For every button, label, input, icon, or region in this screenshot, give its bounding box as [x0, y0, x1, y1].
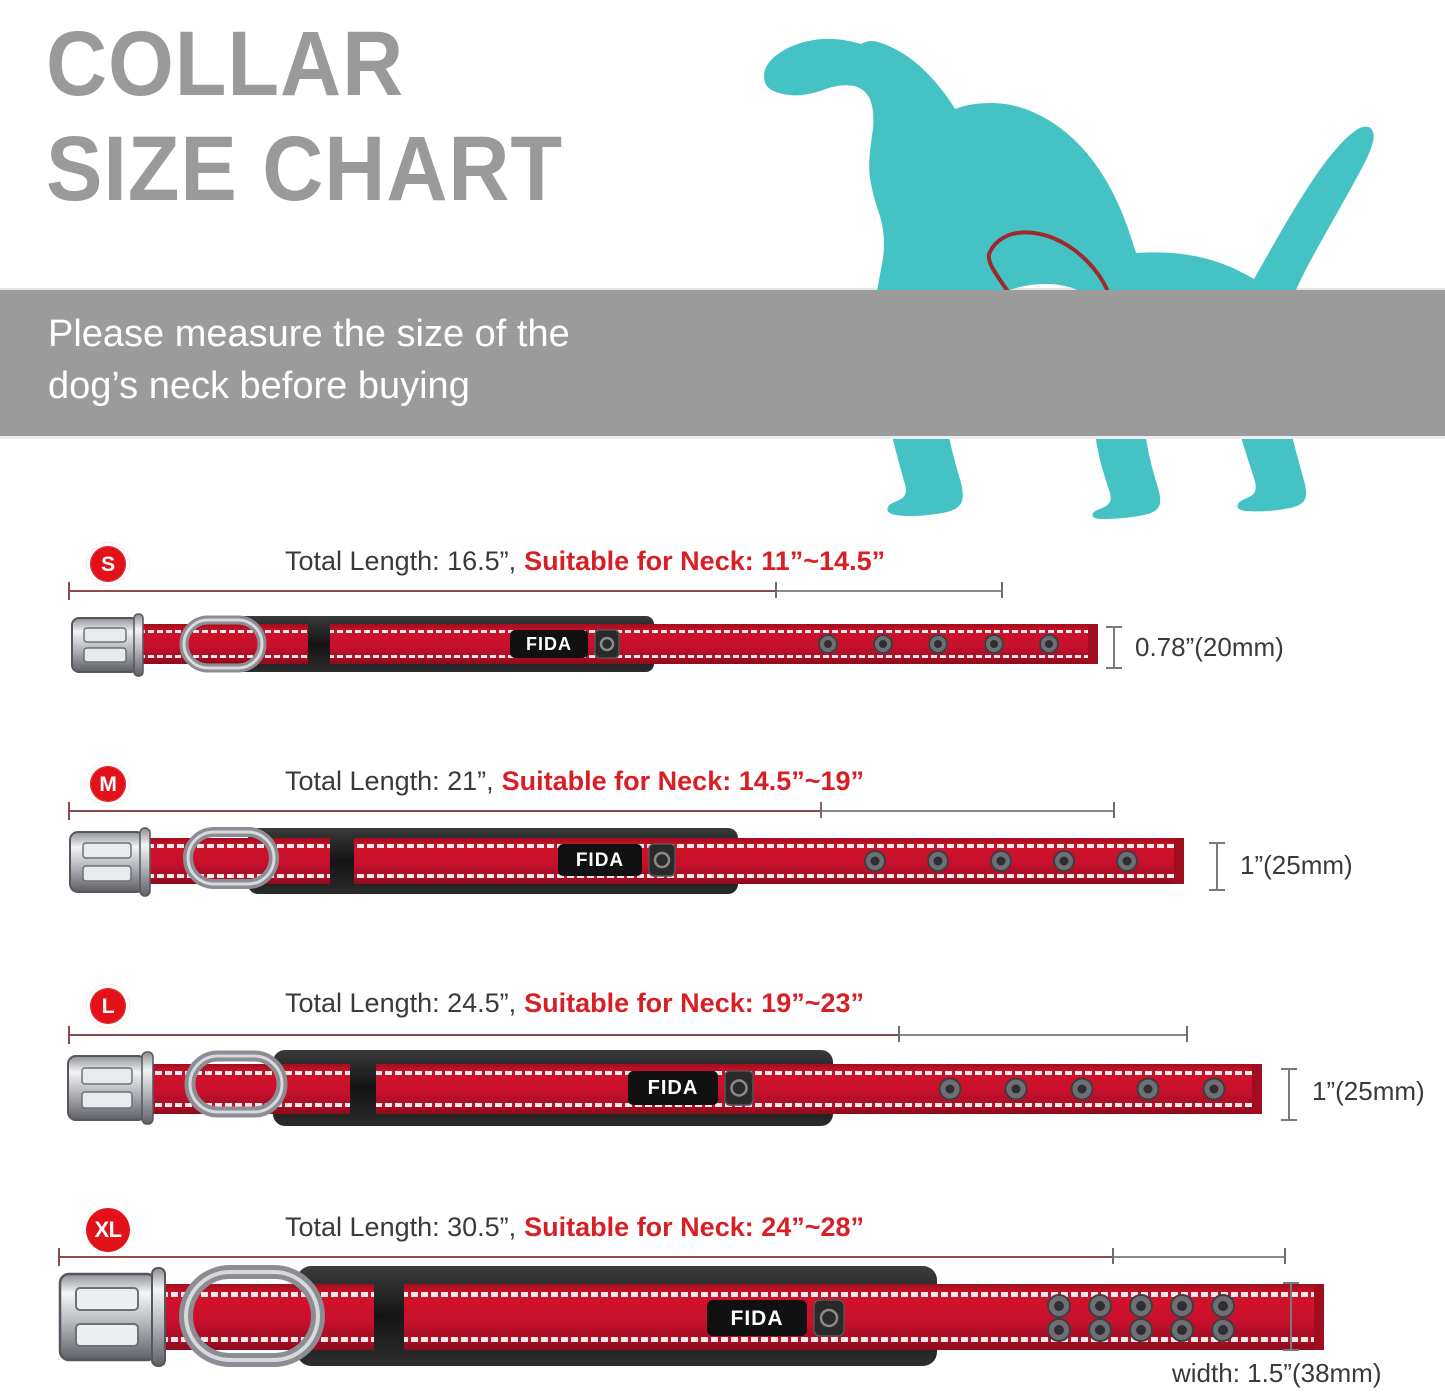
- header-divider: [0, 288, 1445, 290]
- width-cap-bottom-m: [1209, 889, 1225, 891]
- neck-range-line-xl: [1112, 1256, 1286, 1258]
- width-label-m: 1”(25mm): [1240, 850, 1353, 880]
- neck-range-line-m: [820, 810, 1115, 812]
- banner-divider: [0, 436, 1445, 439]
- size-label-s: Total Length: 16.5”, Suitable for Neck: 1…: [285, 546, 885, 577]
- instruction-banner-text: Please measure the size of the dog’s nec…: [48, 308, 748, 412]
- width-bar-l: [1288, 1068, 1290, 1120]
- size-row-m: M Total Length: 21”, Suitable for Neck: 1…: [0, 752, 1445, 952]
- neck-range-line-s: [775, 590, 1003, 592]
- total-length-label-s: Total Length: 16.5”,: [285, 546, 517, 576]
- size-row-xl: XL Total Length: 30.5”, Suitable for Neck…: [0, 1198, 1445, 1398]
- total-length-tick-left-l: [68, 1026, 70, 1044]
- size-badge-xl: XL: [86, 1208, 130, 1252]
- width-bar-xl: [1290, 1282, 1292, 1350]
- size-badge-l: L: [86, 984, 130, 1028]
- total-length-tick-left-m: [68, 802, 70, 820]
- width-cap-bottom-s: [1106, 667, 1122, 669]
- total-length-line-s: [68, 590, 1003, 592]
- size-badge-xl-label: XL: [94, 1217, 122, 1242]
- size-label-xl: Total Length: 30.5”, Suitable for Neck: 2…: [285, 1212, 864, 1243]
- collar-image-l: FIDA: [58, 1046, 1288, 1158]
- neck-tick-left-l: [898, 1026, 900, 1042]
- width-label-l: 1”(25mm): [1312, 1076, 1425, 1106]
- neck-tick-right-s: [1001, 582, 1003, 598]
- page-title-line-2: SIZE CHART: [46, 118, 564, 220]
- size-row-s: S Total Length: 16.5”, Suitable for Neck:…: [0, 528, 1445, 728]
- width-cap-top-l: [1281, 1068, 1297, 1070]
- width-cap-top-m: [1209, 842, 1225, 844]
- neck-tick-left-xl: [1112, 1248, 1114, 1264]
- instruction-banner: Please measure the size of the dog’s nec…: [0, 290, 1445, 436]
- neck-range-label-s: Suitable for Neck: 11”~14.5”: [524, 546, 886, 576]
- neck-tick-right-m: [1113, 802, 1115, 818]
- page-title: COLLAR SIZE CHART: [46, 12, 766, 222]
- svg-text:FIDA: FIDA: [576, 850, 624, 871]
- size-label-m: Total Length: 21”, Suitable for Neck: 14.…: [285, 766, 864, 797]
- total-length-line-l: [68, 1034, 1188, 1036]
- size-badge-s-label: S: [90, 546, 126, 582]
- width-cap-bottom-l: [1281, 1119, 1297, 1121]
- neck-tick-left-s: [775, 582, 777, 598]
- total-length-label-xl: Total Length: 30.5”,: [285, 1212, 517, 1242]
- instruction-line-1: Please measure the size of the: [48, 313, 570, 355]
- total-length-line-m: [68, 810, 1115, 812]
- width-label-s: 0.78”(20mm): [1135, 632, 1284, 662]
- instruction-line-2: dog’s neck before buying: [48, 365, 470, 407]
- neck-tick-right-l: [1186, 1026, 1188, 1042]
- svg-text:FIDA: FIDA: [648, 1077, 699, 1099]
- neck-range-label-l: Suitable for Neck: 19”~23”: [524, 988, 865, 1018]
- neck-tick-right-xl: [1284, 1248, 1286, 1264]
- total-length-label-m: Total Length: 21”,: [285, 766, 494, 796]
- size-badge-s: S: [86, 542, 130, 586]
- size-badge-m: M: [86, 762, 130, 806]
- collar-image-s: FIDA: [58, 606, 1118, 696]
- dog-silhouette-icon: [758, 0, 1445, 520]
- svg-text:FIDA: FIDA: [731, 1307, 784, 1330]
- width-bar-s: [1113, 626, 1115, 668]
- neck-tick-left-m: [820, 802, 822, 818]
- collar-image-xl: FIDA: [52, 1264, 1352, 1394]
- neck-range-line-l: [898, 1034, 1188, 1036]
- total-length-label-l: Total Length: 24.5”,: [285, 988, 517, 1018]
- size-badge-m-label: M: [90, 766, 126, 802]
- size-badge-l-label: L: [90, 988, 126, 1024]
- svg-text:FIDA: FIDA: [526, 634, 572, 654]
- width-cap-top-xl: [1283, 1282, 1299, 1284]
- neck-range-label-m: Suitable for Neck: 14.5”~19”: [501, 766, 865, 796]
- width-cap-bottom-xl: [1283, 1349, 1299, 1351]
- neck-range-label-xl: Suitable for Neck: 24”~28”: [524, 1212, 865, 1242]
- width-label-xl: width: 1.5”(38mm): [1172, 1358, 1382, 1388]
- total-length-tick-left-xl: [58, 1248, 60, 1266]
- header-section: COLLAR SIZE CHART: [0, 0, 1445, 290]
- collar-image-m: FIDA: [58, 822, 1208, 922]
- size-row-l: L Total Length: 24.5”, Suitable for Neck:…: [0, 972, 1445, 1187]
- page-title-line-1: COLLAR: [46, 13, 405, 115]
- size-label-l: Total Length: 24.5”, Suitable for Neck: 1…: [285, 988, 864, 1019]
- width-cap-top-s: [1106, 626, 1122, 628]
- total-length-line-xl: [58, 1256, 1286, 1258]
- total-length-tick-left-s: [68, 582, 70, 600]
- width-bar-m: [1216, 842, 1218, 890]
